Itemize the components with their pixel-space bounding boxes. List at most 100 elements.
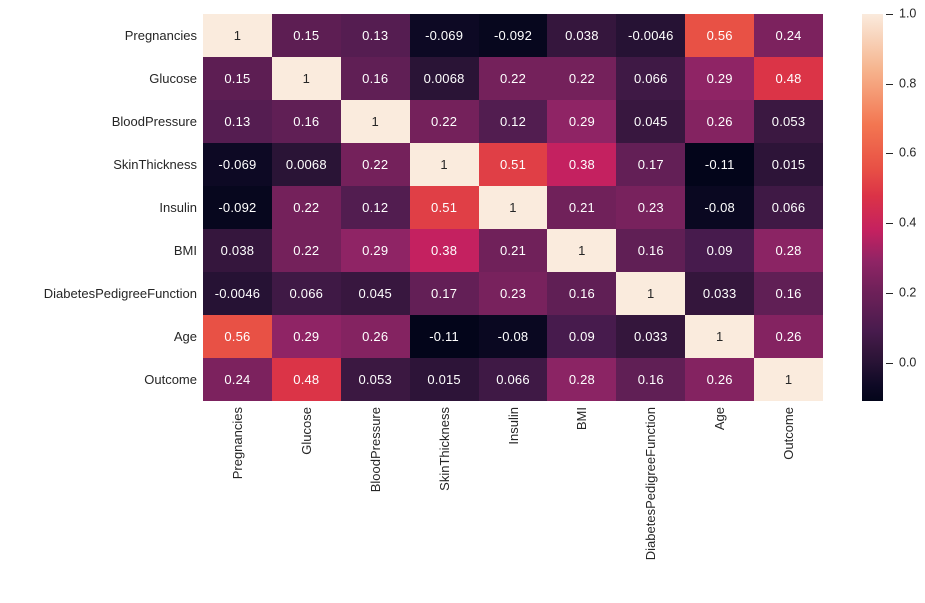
colorbar-tick-label: 0.4 xyxy=(899,215,917,230)
heatmap-cell: 0.23 xyxy=(616,186,686,229)
colorbar-tick-label: 0.8 xyxy=(899,76,917,91)
colorbar-tick-label: 1.0 xyxy=(899,6,917,21)
heatmap-cell: 0.29 xyxy=(271,315,341,358)
colorbar-tick xyxy=(886,292,893,294)
heatmap-cell: 0.56 xyxy=(203,315,272,358)
heatmap-cell: 0.22 xyxy=(271,186,341,229)
heatmap-cell: 1 xyxy=(203,14,272,57)
heatmap-cell: 0.045 xyxy=(340,272,410,315)
colorbar: 1.0 0.8 0.6 0.4 0.2 0.0 xyxy=(862,7,922,401)
colorbar-tick-label: 0.6 xyxy=(899,146,917,161)
heatmap-cell: 0.16 xyxy=(616,358,686,401)
y-axis-label-BMI: BMI xyxy=(173,243,197,258)
heatmap-cell: 0.17 xyxy=(616,143,686,186)
heatmap-cell: 0.56 xyxy=(685,14,755,57)
heatmap-cell: 0.0068 xyxy=(409,57,479,100)
x-axis-label-slot: Outcome xyxy=(754,407,823,597)
heatmap-cell: 1 xyxy=(754,358,823,401)
heatmap-cell: 0.09 xyxy=(547,315,617,358)
heatmap-cell: 1 xyxy=(409,143,479,186)
heatmap-cell: 1 xyxy=(685,315,755,358)
heatmap-cell: 0.066 xyxy=(478,358,548,401)
x-axis-label-Pregnancies: Pregnancies xyxy=(229,407,245,480)
heatmap-cell: 0.26 xyxy=(685,358,755,401)
heatmap-cell: 0.015 xyxy=(754,143,823,186)
y-axis-label-SkinThickness: SkinThickness xyxy=(113,157,197,172)
x-axis-label-slot: Age xyxy=(685,407,754,597)
heatmap-cell: 0.28 xyxy=(547,358,617,401)
heatmap-cell: 0.12 xyxy=(478,100,548,143)
heatmap-cell: -0.11 xyxy=(409,315,479,358)
heatmap-cell: 0.23 xyxy=(478,272,548,315)
heatmap-cell: 0.16 xyxy=(616,229,686,272)
heatmap-cell: 0.21 xyxy=(547,186,617,229)
heatmap-cell: 0.29 xyxy=(685,57,755,100)
heatmap-cell: 0.15 xyxy=(271,14,341,57)
heatmap-cell: 0.13 xyxy=(340,14,410,57)
heatmap-cell: 0.066 xyxy=(754,186,823,229)
heatmap-cell: 0.16 xyxy=(547,272,617,315)
heatmap-cell: 0.51 xyxy=(478,143,548,186)
colorbar-tick-label: 0.0 xyxy=(899,355,917,370)
heatmap-cell: 0.0068 xyxy=(271,143,341,186)
heatmap-cell: -0.092 xyxy=(203,186,272,229)
x-axis-label-slot: Pregnancies xyxy=(203,407,272,597)
colorbar-tick-label: 0.2 xyxy=(899,285,917,300)
heatmap-cell: 1 xyxy=(271,57,341,100)
heatmap-cell: -0.069 xyxy=(203,143,272,186)
heatmap-cell: 0.16 xyxy=(340,57,410,100)
colorbar-tick xyxy=(886,223,893,225)
x-axis-label-slot: BloodPressure xyxy=(341,407,410,597)
heatmap-cell: 0.17 xyxy=(409,272,479,315)
colorbar-tick xyxy=(886,153,893,155)
heatmap-cell: 0.48 xyxy=(271,358,341,401)
heatmap-cell: 0.28 xyxy=(754,229,823,272)
heatmap-cell: 1 xyxy=(478,186,548,229)
heatmap-cell: 1 xyxy=(547,229,617,272)
heatmap-cell: 0.09 xyxy=(685,229,755,272)
y-axis-label-Pregnancies: Pregnancies xyxy=(124,28,197,43)
x-axis-label-SkinThickness: SkinThickness xyxy=(436,407,452,491)
x-axis-label-Glucose: Glucose xyxy=(298,407,314,455)
heatmap-cell: 0.033 xyxy=(616,315,686,358)
heatmap-cell: 1 xyxy=(340,100,410,143)
heatmap-cell: 0.26 xyxy=(685,100,755,143)
heatmap-cell: 0.22 xyxy=(340,143,410,186)
heatmap-cell: 0.38 xyxy=(547,143,617,186)
y-axis-label-DiabetesPedigreeFunction: DiabetesPedigreeFunction xyxy=(43,286,197,301)
heatmap-cell: 1 xyxy=(616,272,686,315)
heatmap-cell: 0.21 xyxy=(478,229,548,272)
x-axis-label-BMI: BMI xyxy=(574,407,590,431)
x-axis-label-slot: DiabetesPedigreeFunction xyxy=(616,407,685,597)
x-axis-label-DiabetesPedigreeFunction: DiabetesPedigreeFunction xyxy=(643,407,659,561)
x-axis-label-BloodPressure: BloodPressure xyxy=(367,407,383,493)
heatmap-cell: 0.15 xyxy=(203,57,272,100)
heatmap-cell: 0.045 xyxy=(616,100,686,143)
heatmap-cell: -0.08 xyxy=(478,315,548,358)
heatmap-cell: 0.038 xyxy=(547,14,617,57)
y-axis-label-BloodPressure: BloodPressure xyxy=(111,114,197,129)
heatmap-cell: 0.29 xyxy=(547,100,617,143)
heatmap-cell: 0.066 xyxy=(271,272,341,315)
heatmap-grid: 1 0.15 0.13 -0.069 -0.092 0.038 -0.0046 0.56 0.2… xyxy=(203,14,823,401)
heatmap-cell: 0.066 xyxy=(616,57,686,100)
heatmap-cell: -0.08 xyxy=(685,186,755,229)
heatmap-cell: 0.22 xyxy=(409,100,479,143)
heatmap-cell: -0.0046 xyxy=(203,272,272,315)
heatmap-cell: -0.11 xyxy=(685,143,755,186)
x-axis-label-slot: SkinThickness xyxy=(410,407,479,597)
heatmap-cell: 0.16 xyxy=(754,272,823,315)
y-axis-label-Age: Age xyxy=(173,329,197,344)
x-axis-labels: Pregnancies Glucose BloodPressure SkinThick… xyxy=(203,407,823,597)
heatmap-cell: 0.22 xyxy=(478,57,548,100)
colorbar-tick xyxy=(886,14,893,15)
y-axis-labels: Pregnancies Glucose BloodPressure SkinThick… xyxy=(0,14,197,401)
heatmap-cell: 0.13 xyxy=(203,100,272,143)
heatmap-cell: 0.16 xyxy=(271,100,341,143)
y-axis-label-Glucose: Glucose xyxy=(149,71,197,86)
heatmap-cell: 0.38 xyxy=(409,229,479,272)
heatmap-cell: 0.24 xyxy=(754,14,823,57)
colorbar-tick xyxy=(886,83,893,85)
heatmap-cell: 0.48 xyxy=(754,57,823,100)
heatmap-cell: 0.22 xyxy=(547,57,617,100)
